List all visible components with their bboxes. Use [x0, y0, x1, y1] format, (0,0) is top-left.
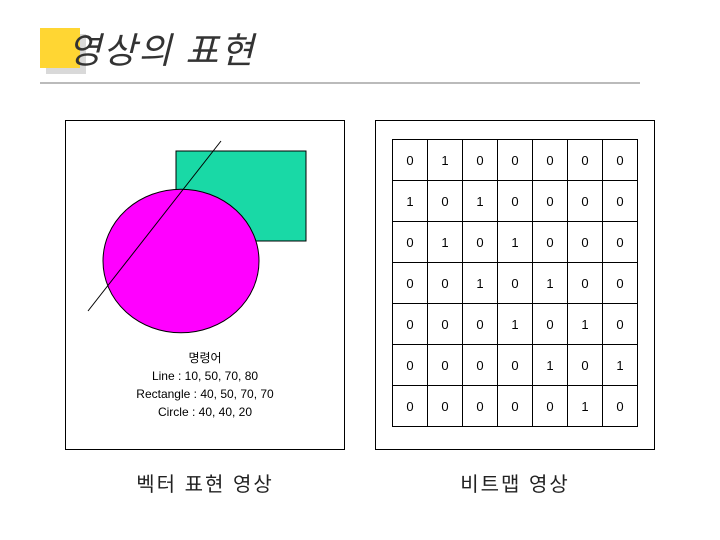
bitmap-cell: 0	[568, 263, 603, 304]
bitmap-cell: 0	[393, 345, 428, 386]
bitmap-cell: 0	[463, 222, 498, 263]
bitmap-cell: 0	[393, 222, 428, 263]
command-line-1: Rectangle : 40, 50, 70, 70	[76, 385, 334, 403]
table-row: 0000101	[393, 345, 638, 386]
commands-heading: 명령어	[76, 349, 334, 367]
bitmap-cell: 1	[463, 181, 498, 222]
table-row: 1010000	[393, 181, 638, 222]
bitmap-cell: 1	[463, 263, 498, 304]
vector-svg	[66, 121, 346, 341]
bitmap-cell: 1	[603, 345, 638, 386]
bitmap-cell: 0	[603, 140, 638, 181]
panels-row: 명령어 Line : 10, 50, 70, 80 Rectangle : 40…	[40, 120, 680, 497]
bitmap-cell: 0	[533, 140, 568, 181]
bitmap-cell: 0	[463, 304, 498, 345]
table-row: 0000010	[393, 386, 638, 427]
slide-title: 영상의 표현	[68, 22, 256, 74]
bitmap-cell: 0	[428, 181, 463, 222]
bitmap-cell: 0	[428, 304, 463, 345]
vector-commands: 명령어 Line : 10, 50, 70, 80 Rectangle : 40…	[66, 341, 344, 429]
command-line-2: Circle : 40, 40, 20	[76, 403, 334, 421]
bitmap-cell: 0	[393, 304, 428, 345]
bitmap-cell: 0	[498, 263, 533, 304]
slide-title-block: 영상의 표현	[40, 20, 680, 100]
bitmap-cell: 0	[603, 386, 638, 427]
bitmap-panel: 0100000101000001010000010100000101000001…	[375, 120, 655, 450]
bitmap-cell: 0	[463, 140, 498, 181]
bitmap-cell: 0	[603, 181, 638, 222]
bitmap-cell: 1	[498, 222, 533, 263]
vector-caption: 벡터 표현 영상	[136, 468, 274, 497]
bitmap-cell: 1	[498, 304, 533, 345]
bitmap-cell: 0	[463, 345, 498, 386]
bitmap-cell: 0	[603, 304, 638, 345]
bitmap-cell: 1	[568, 304, 603, 345]
bitmap-cell: 0	[533, 386, 568, 427]
bitmap-cell: 1	[533, 263, 568, 304]
bitmap-cell: 0	[603, 222, 638, 263]
command-line-0: Line : 10, 50, 70, 80	[76, 367, 334, 385]
bitmap-cell: 1	[533, 345, 568, 386]
title-underline	[40, 82, 640, 84]
bitmap-cell: 0	[533, 222, 568, 263]
bitmap-cell: 0	[393, 386, 428, 427]
table-row: 0101000	[393, 222, 638, 263]
bitmap-cell: 0	[568, 222, 603, 263]
bitmap-cell: 1	[393, 181, 428, 222]
vector-canvas	[66, 121, 344, 341]
vector-column: 명령어 Line : 10, 50, 70, 80 Rectangle : 40…	[65, 120, 345, 497]
bitmap-cell: 0	[568, 181, 603, 222]
bitmap-table: 0100000101000001010000010100000101000001…	[392, 139, 638, 427]
bitmap-cell: 0	[498, 345, 533, 386]
bitmap-caption: 비트맵 영상	[460, 468, 570, 497]
bitmap-cell: 0	[428, 345, 463, 386]
bitmap-cell: 0	[428, 386, 463, 427]
table-row: 0001010	[393, 304, 638, 345]
table-row: 0100000	[393, 140, 638, 181]
vector-panel: 명령어 Line : 10, 50, 70, 80 Rectangle : 40…	[65, 120, 345, 450]
bitmap-cell: 1	[428, 222, 463, 263]
bitmap-cell: 0	[533, 181, 568, 222]
bitmap-cell: 1	[428, 140, 463, 181]
bitmap-cell: 0	[498, 181, 533, 222]
bitmap-cell: 0	[393, 140, 428, 181]
table-row: 0010100	[393, 263, 638, 304]
bitmap-cell: 0	[498, 386, 533, 427]
bitmap-cell: 0	[568, 345, 603, 386]
bitmap-cell: 0	[463, 386, 498, 427]
bitmap-cell: 0	[393, 263, 428, 304]
bitmap-cell: 0	[603, 263, 638, 304]
bitmap-cell: 0	[428, 263, 463, 304]
bitmap-column: 0100000101000001010000010100000101000001…	[375, 120, 655, 497]
circle-shape	[103, 189, 259, 333]
bitmap-cell: 1	[568, 386, 603, 427]
bitmap-cell: 0	[498, 140, 533, 181]
bitmap-cell: 0	[568, 140, 603, 181]
bitmap-cell: 0	[533, 304, 568, 345]
